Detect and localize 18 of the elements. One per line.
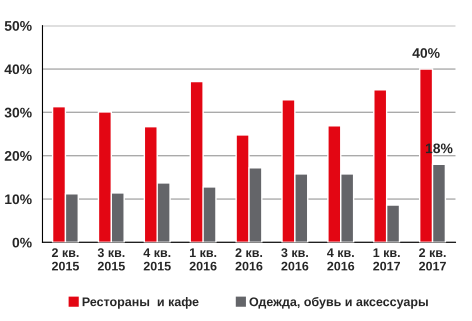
y-tick-label: 20% [4,151,32,161]
x-tick-label: 2 кв. 2015 [52,248,79,271]
data-label: 40% [412,48,440,58]
y-tick-label: 50% [4,21,32,31]
x-tick-label: 3 кв. 2015 [98,248,125,271]
y-tick-label: 10% [5,194,32,204]
x-tick-label: 2 кв. 2016 [235,248,262,271]
x-tick-label: 1 кв. 2016 [190,248,217,271]
x-tick-label: 3 кв. 2016 [281,248,308,271]
y-tick-label: 0% [12,238,32,248]
x-tick-label: 4 кв. 2016 [327,248,354,271]
y-tick-label: 40% [4,64,32,74]
x-tick-label: 4 кв. 2015 [143,248,171,271]
y-tick-label: 30% [4,108,32,118]
legend-label: Рестораны и кафе [82,297,199,309]
x-tick-label: 1 кв. 2017 [373,248,400,271]
x-tick-label: 2 кв. 2017 [419,248,446,271]
legend-label: Одежда, обувь и аксессуары [250,296,428,309]
